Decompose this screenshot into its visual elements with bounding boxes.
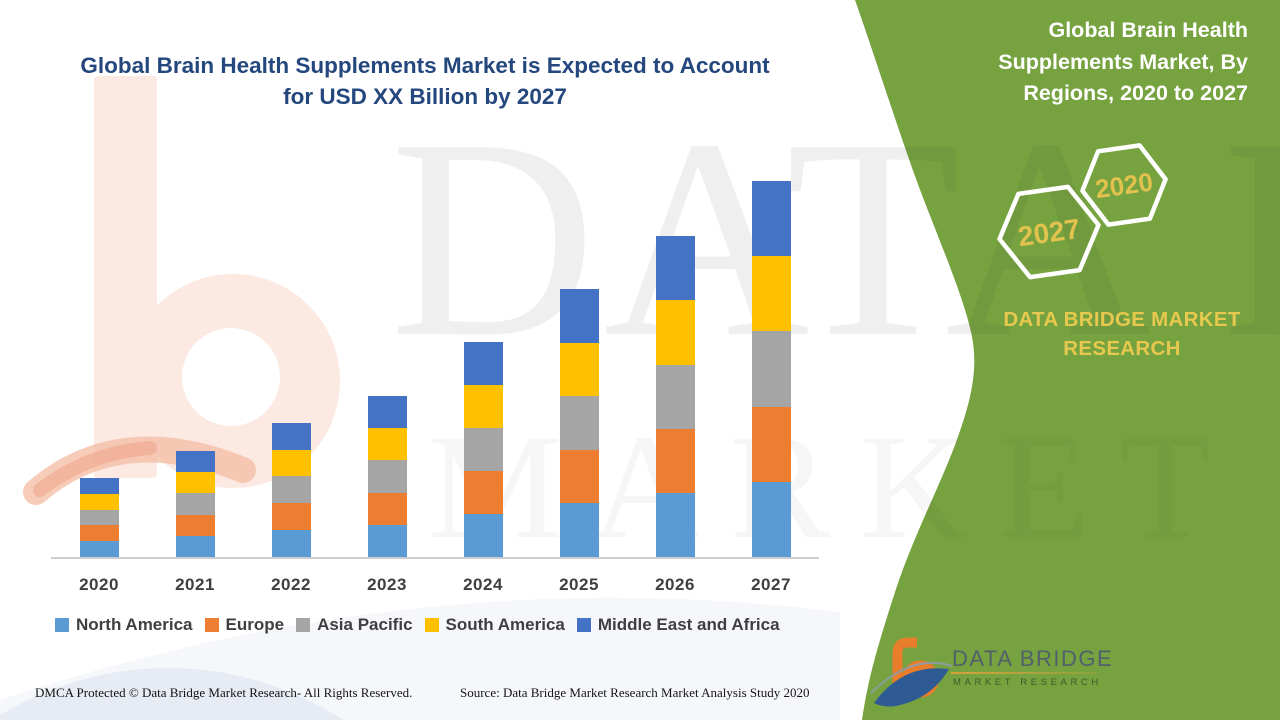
bar-2026-europe [655,428,695,493]
bar-2022-north-america [271,530,311,557]
bar-2021-europe [175,514,215,536]
legend-label: South America [445,615,565,634]
legend-label: North America [76,615,193,634]
bar-2024-europe [463,471,503,515]
bar-2027-europe [751,406,791,482]
bar-2021-north-america [175,535,215,557]
x-axis-label-2027: 2027 [751,575,791,594]
bar-2023-north-america [367,524,407,557]
bar-2022-south-america [271,449,311,477]
bar-2020-north-america [79,541,119,557]
x-axis-label-2026: 2026 [655,575,695,594]
bar-2026-asia-pacific [655,364,695,429]
bar-2026-middle-east-and-africa [655,236,695,301]
hexagon-badges: 2027 2020 [997,143,1168,280]
hexagon-year-label-2020: 2020 [1093,166,1154,204]
bar-2027-middle-east-and-africa [751,180,791,257]
logo-blue-leaf [874,668,949,707]
bar-2027-south-america [751,256,791,332]
bar-2024-middle-east-and-africa [463,342,503,386]
x-axis-label-2023: 2023 [367,575,407,594]
chart-title: Global Brain Health Supplements Market i… [80,53,770,109]
x-axis-label-2021: 2021 [175,575,215,594]
bar-2025-asia-pacific [559,396,599,450]
bar-2024-south-america [463,385,503,429]
bar-2020-south-america [79,493,119,510]
bar-2021-south-america [175,472,215,494]
logo-divider [951,672,1097,674]
legend-swatch-south-america [424,618,439,632]
bar-2026-south-america [655,300,695,365]
x-axis-label-2022: 2022 [271,575,311,594]
legend-swatch-europe [204,618,219,632]
bar-2027-north-america [751,481,791,557]
bar-2023-asia-pacific [367,460,407,493]
legend-swatch-north-america [55,618,69,632]
bar-2020-middle-east-and-africa [79,478,119,494]
bar-2026-north-america [655,492,695,557]
bar-2023-middle-east-and-africa [367,395,407,429]
logo-wordmark: DATA BRIDGE [952,646,1114,671]
brand-text: DATA BRIDGE MARKET RESEARCH [1003,308,1241,360]
legend-swatch-middle-east-and-africa [576,618,591,632]
bar-2024-asia-pacific [463,428,503,472]
logo-subtitle: MARKET RESEARCH [953,677,1102,688]
bar-2022-asia-pacific [271,476,311,504]
x-axis-label-2025: 2025 [559,575,599,594]
bar-2027-asia-pacific [751,331,791,407]
legend-swatch-asia-pacific [296,618,311,632]
bar-2021-asia-pacific [175,493,215,515]
x-axis-labels: 2020 2021 2022 2023 2024 2025 2026 2027 [51,575,819,597]
legend-item-europe: Europe [204,615,285,635]
dmca-notice: DMCA Protected © Data Bridge Market Rese… [35,685,413,700]
bar-2020-asia-pacific [79,509,119,526]
panel-title: Global Brain Health Supplements Market, … [998,18,1248,105]
source-note: Source: Data Bridge Market Research Mark… [460,685,810,700]
x-axis-label-2020: 2020 [79,575,119,594]
bar-2021-middle-east-and-africa [175,451,215,473]
bar-2025-south-america [559,342,599,397]
legend-item-middle-east-and-africa: Middle East and Africa [576,615,780,635]
bar-2023-europe [367,492,407,525]
chart-legend: North America Europe Asia Pacific South Ame… [55,615,780,635]
bar-2020-europe [79,525,119,542]
bar-chart-plot-area [51,164,819,559]
legend-label: Europe [225,615,285,634]
legend-label: Middle East and Africa [597,615,780,634]
legend-item-asia-pacific: Asia Pacific [296,615,413,635]
bar-2022-europe [271,503,311,531]
bar-2022-middle-east-and-africa [271,422,311,450]
hexagon-year-label-2027: 2027 [1016,213,1082,252]
legend-item-north-america: North America [55,615,193,635]
legend-item-south-america: South America [424,615,565,635]
bar-2025-middle-east-and-africa [559,289,599,343]
bar-2024-north-america [463,514,503,557]
x-axis-label-2024: 2024 [463,575,503,594]
bar-2025-north-america [559,503,599,557]
legend-label: Asia Pacific [317,615,413,634]
bar-2025-europe [559,449,599,504]
bar-2023-south-america [367,428,407,461]
